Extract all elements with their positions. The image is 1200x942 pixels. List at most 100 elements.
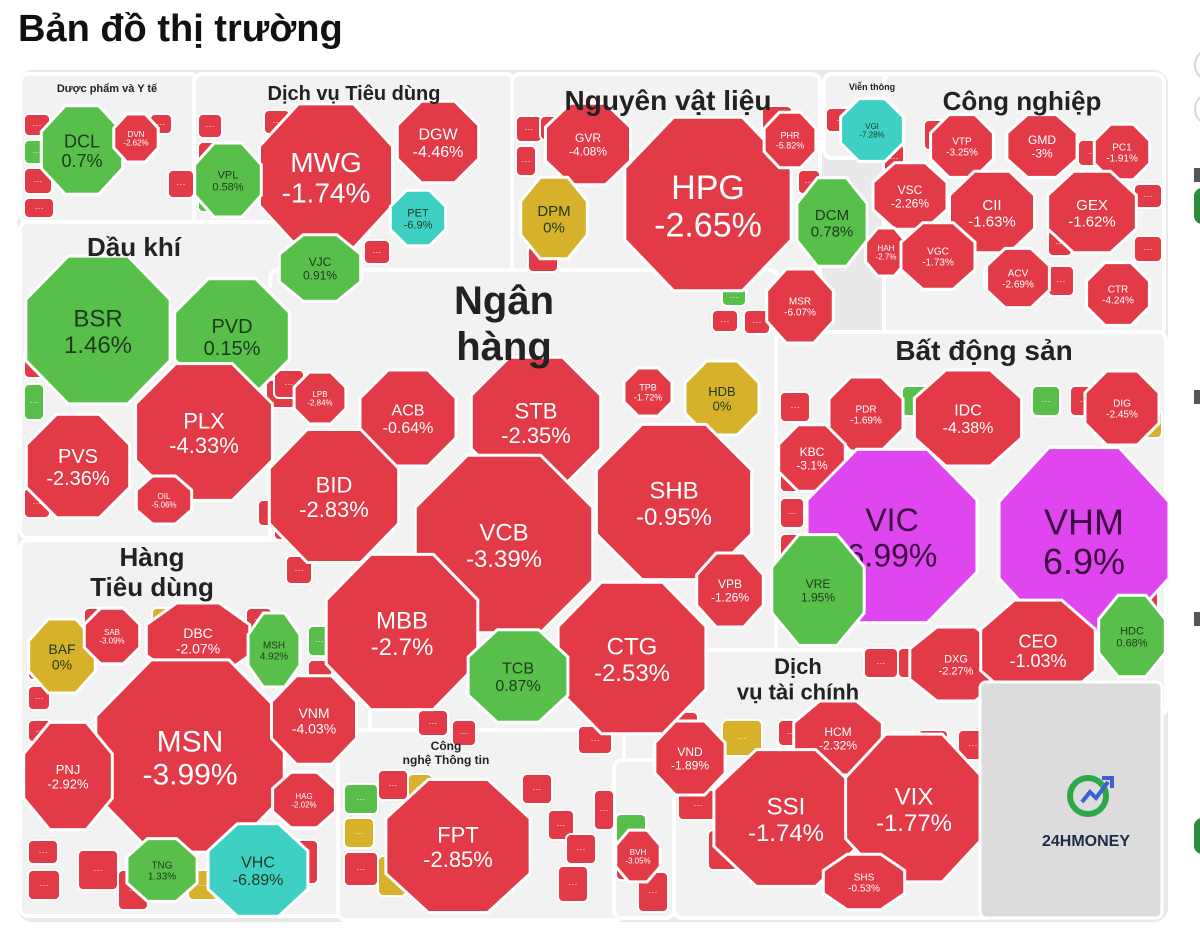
minor-stock-cell[interactable]: ···: [23, 383, 45, 421]
svg-text:···: ···: [694, 800, 703, 810]
minor-stock-cell[interactable]: ···: [711, 309, 739, 333]
minor-stock-cell[interactable]: ···: [77, 849, 119, 891]
stock-cell-ctg[interactable]: CTG-2.53%: [556, 580, 708, 736]
minor-stock-cell[interactable]: ···: [515, 145, 537, 177]
stock-cell-vhc[interactable]: VHC-6.89%: [206, 822, 310, 918]
stock-cell-plx[interactable]: PLX-4.33%: [134, 362, 274, 502]
minor-stock-cell[interactable]: ···: [27, 869, 61, 901]
stock-cell-dgw[interactable]: DGW-4.46%: [395, 99, 481, 185]
minor-stock-cell[interactable]: ···: [593, 789, 615, 831]
sector-label: Tiêu dùng: [90, 572, 214, 602]
stock-cell-vgi[interactable]: VGI-7.28%: [839, 97, 905, 163]
stock-cell-kbc[interactable]: KBC-3.1%: [777, 423, 847, 493]
minor-stock-cell[interactable]: ···: [521, 773, 553, 805]
stock-cell-pet[interactable]: PET-6.9%: [388, 188, 448, 248]
stock-cell-gmd[interactable]: GMD-3%: [1005, 113, 1079, 179]
minor-stock-cell[interactable]: ···: [417, 709, 449, 737]
stock-cell-gvr[interactable]: GVR-4.08%: [544, 101, 632, 187]
stock-cell-mwg[interactable]: MWG-1.74%: [258, 102, 394, 250]
side-tab[interactable]: [1194, 188, 1200, 224]
minor-stock-cell[interactable]: ···: [1133, 235, 1163, 263]
stock-ticker: DPM: [537, 203, 570, 220]
stock-cell-phr[interactable]: PHR-5.82%: [762, 110, 818, 170]
stock-cell-dvn[interactable]: DVN-2.62%: [112, 112, 160, 164]
minor-stock-cell[interactable]: ···: [451, 719, 477, 747]
minor-stock-cell[interactable]: ···: [1133, 183, 1163, 209]
stock-cell-mbb[interactable]: MBB-2.7%: [324, 552, 480, 712]
stock-cell-hag[interactable]: HAG-2.02%: [271, 770, 337, 830]
minor-stock-cell[interactable]: ···: [343, 851, 379, 887]
stock-cell-gex[interactable]: GEX-1.62%: [1046, 169, 1138, 255]
stock-cell-sab[interactable]: SAB-3.09%: [82, 606, 142, 666]
minor-stock-cell[interactable]: ···: [27, 685, 51, 711]
minor-stock-cell[interactable]: ···: [343, 783, 379, 815]
stock-cell-vnd[interactable]: VND-1.89%: [653, 719, 727, 797]
stock-cell-acb[interactable]: ACB-0.64%: [358, 368, 458, 468]
stock-cell-pnj[interactable]: PNJ-2.92%: [22, 720, 114, 832]
minor-stock-cell[interactable]: ···: [1047, 265, 1075, 297]
side-tab[interactable]: [1194, 818, 1200, 854]
minor-stock-cell[interactable]: ···: [779, 497, 805, 529]
stock-cell-acv[interactable]: ACV-2.69%: [985, 246, 1051, 310]
stock-cell-shb[interactable]: SHB-0.95%: [594, 422, 754, 582]
minor-stock-cell[interactable]: ···: [515, 115, 543, 143]
minor-stock-cell[interactable]: ···: [27, 839, 59, 865]
minor-stock-cell[interactable]: ···: [343, 817, 375, 849]
stock-cell-cii[interactable]: CII-1.63%: [948, 169, 1036, 255]
stock-cell-vsc[interactable]: VSC-2.26%: [871, 161, 949, 231]
stock-ticker: ACV: [1008, 269, 1029, 280]
minor-stock-cell[interactable]: ···: [547, 809, 575, 841]
stock-cell-shs[interactable]: SHS-0.53%: [821, 852, 907, 912]
minor-stock-cell[interactable]: ···: [557, 865, 589, 903]
stock-cell-bvh[interactable]: BVH-3.05%: [614, 828, 662, 884]
stock-cell-hah[interactable]: HAH-2.7%: [864, 226, 908, 278]
page-title: Bản đồ thị trường: [18, 8, 343, 50]
minor-stock-cell[interactable]: ···: [565, 833, 597, 865]
stock-cell-vpb[interactable]: VPB-1.26%: [695, 551, 765, 629]
minor-stock-cell[interactable]: ···: [23, 197, 55, 219]
minor-stock-cell[interactable]: ···: [743, 309, 771, 335]
minor-stock-cell[interactable]: ···: [1031, 385, 1061, 417]
minor-stock-cell[interactable]: ···: [779, 391, 811, 423]
stock-cell-ssi[interactable]: SSI-1.74%: [712, 748, 860, 888]
stock-cell-pc1[interactable]: PC1-1.91%: [1092, 122, 1152, 182]
stock-cell-vtp[interactable]: VTP-3.25%: [929, 113, 995, 179]
minor-stock-cell[interactable]: ···: [167, 169, 195, 199]
radio-icon[interactable]: [1194, 92, 1200, 126]
stock-cell-vix[interactable]: VIX-1.77%: [844, 732, 984, 884]
stock-cell-vgc[interactable]: VGC-1.73%: [899, 221, 977, 291]
stock-change: -1.72%: [634, 393, 663, 403]
stock-cell-pvs[interactable]: PVS-2.36%: [24, 412, 132, 520]
stock-cell-lpb[interactable]: LPB-2.84%: [292, 370, 348, 426]
stock-cell-msn[interactable]: MSN-3.99%: [94, 658, 286, 854]
minor-stock-cell[interactable]: ···: [363, 239, 391, 265]
stock-cell-idc[interactable]: IDC-4.38%: [912, 368, 1024, 468]
minor-stock-cell[interactable]: ···: [197, 113, 223, 139]
stock-cell-hpg[interactable]: HPG-2.65%: [623, 115, 793, 293]
stock-cell-bid[interactable]: BID-2.83%: [267, 428, 401, 564]
radio-icon[interactable]: [1194, 48, 1200, 82]
stock-cell-ctr[interactable]: CTR-4.24%: [1085, 261, 1151, 327]
minor-stock-cell[interactable]: ···: [377, 769, 409, 801]
stock-cell-oil[interactable]: OIL-5.06%: [134, 474, 194, 526]
stock-cell-tpb[interactable]: TPB-1.72%: [622, 366, 674, 418]
stock-cell-dig[interactable]: DIG-2.45%: [1083, 369, 1161, 447]
minor-stock-cell[interactable]: ···: [863, 647, 899, 679]
stock-cell-fpt[interactable]: FPT-2.85%: [384, 778, 532, 914]
stock-cell-vnm[interactable]: VNM-4.03%: [270, 674, 358, 766]
stock-cell-msr[interactable]: MSR-6.07%: [765, 267, 835, 345]
